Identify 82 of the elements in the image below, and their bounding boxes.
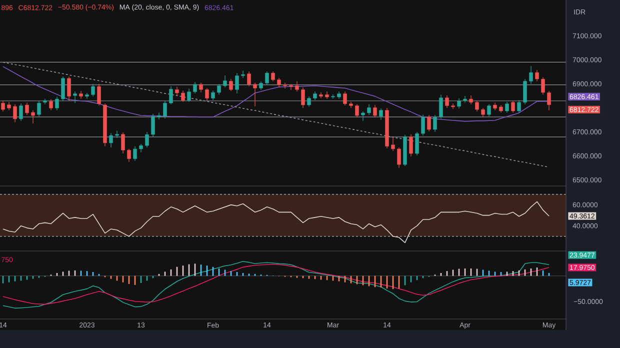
candlestick	[73, 91, 77, 104]
candlestick	[49, 98, 53, 111]
candlestick	[283, 82, 287, 89]
candlestick	[217, 84, 221, 95]
candlestick	[523, 78, 527, 105]
candlestick	[7, 102, 11, 111]
candlestick	[409, 134, 413, 157]
candlestick	[133, 146, 137, 161]
candlestick	[535, 70, 539, 82]
candlestick	[31, 110, 35, 124]
candlestick	[121, 132, 125, 154]
candlestick	[307, 96, 311, 107]
candlestick	[193, 82, 197, 94]
candlestick	[415, 132, 419, 156]
candlestick	[169, 86, 173, 105]
candlestick	[355, 104, 359, 118]
candlestick	[421, 114, 425, 136]
candlestick	[211, 90, 215, 100]
candlestick	[19, 103, 23, 122]
candlestick	[265, 71, 269, 86]
candlestick	[361, 111, 365, 122]
candlestick	[457, 98, 461, 109]
candlestick	[253, 82, 257, 107]
candlestick	[223, 75, 227, 88]
candlestick	[301, 87, 305, 108]
candlestick	[97, 84, 101, 106]
candlestick	[511, 100, 515, 113]
candlestick	[547, 90, 551, 111]
candlestick	[529, 66, 533, 84]
candlestick	[481, 108, 485, 118]
candlestick	[271, 71, 275, 82]
candlestick	[85, 92, 89, 100]
candlestick	[181, 90, 185, 102]
candlestick	[55, 96, 59, 111]
candlestick	[145, 132, 149, 148]
candlestick	[277, 78, 281, 88]
candlestick	[487, 104, 491, 117]
candlestick	[433, 114, 437, 132]
candlestick	[439, 94, 443, 119]
candlestick	[379, 108, 383, 120]
candlestick	[331, 94, 335, 100]
candlestick	[13, 104, 17, 123]
candlestick	[391, 136, 395, 152]
candlestick	[517, 100, 521, 113]
candlestick	[1, 100, 5, 112]
candlestick	[289, 84, 293, 90]
candlestick	[187, 88, 191, 102]
candlestick	[175, 86, 179, 96]
candlestick	[319, 92, 323, 99]
candlestick	[247, 71, 251, 87]
candlestick	[349, 102, 353, 108]
candlestick	[241, 70, 245, 78]
candlestick	[475, 100, 479, 112]
candlestick	[205, 88, 209, 101]
candlestick	[79, 90, 83, 100]
candlestick	[367, 104, 371, 116]
candlestick	[343, 91, 347, 106]
candlestick	[115, 130, 119, 138]
candlestick	[397, 147, 401, 168]
candlestick	[91, 84, 95, 97]
candlestick	[427, 114, 431, 132]
candlestick	[229, 78, 233, 92]
candlestick	[25, 102, 29, 116]
candlestick	[199, 82, 203, 93]
candlestick	[463, 96, 467, 103]
candlestick	[445, 95, 449, 108]
candlestick	[37, 100, 41, 117]
candlestick	[151, 114, 155, 137]
candlestick	[235, 72, 239, 94]
candlestick	[67, 76, 71, 101]
candlestick	[451, 103, 455, 110]
candlestick	[505, 102, 509, 113]
candlestick	[541, 76, 545, 95]
candlestick	[61, 76, 65, 102]
candlestick	[43, 98, 47, 105]
candlestick	[109, 132, 113, 148]
candlestick	[127, 148, 131, 162]
candlestick	[325, 91, 329, 100]
candlestick	[157, 112, 161, 120]
candlestick	[163, 100, 167, 119]
candlestick	[373, 104, 377, 118]
candlestick	[295, 81, 299, 92]
